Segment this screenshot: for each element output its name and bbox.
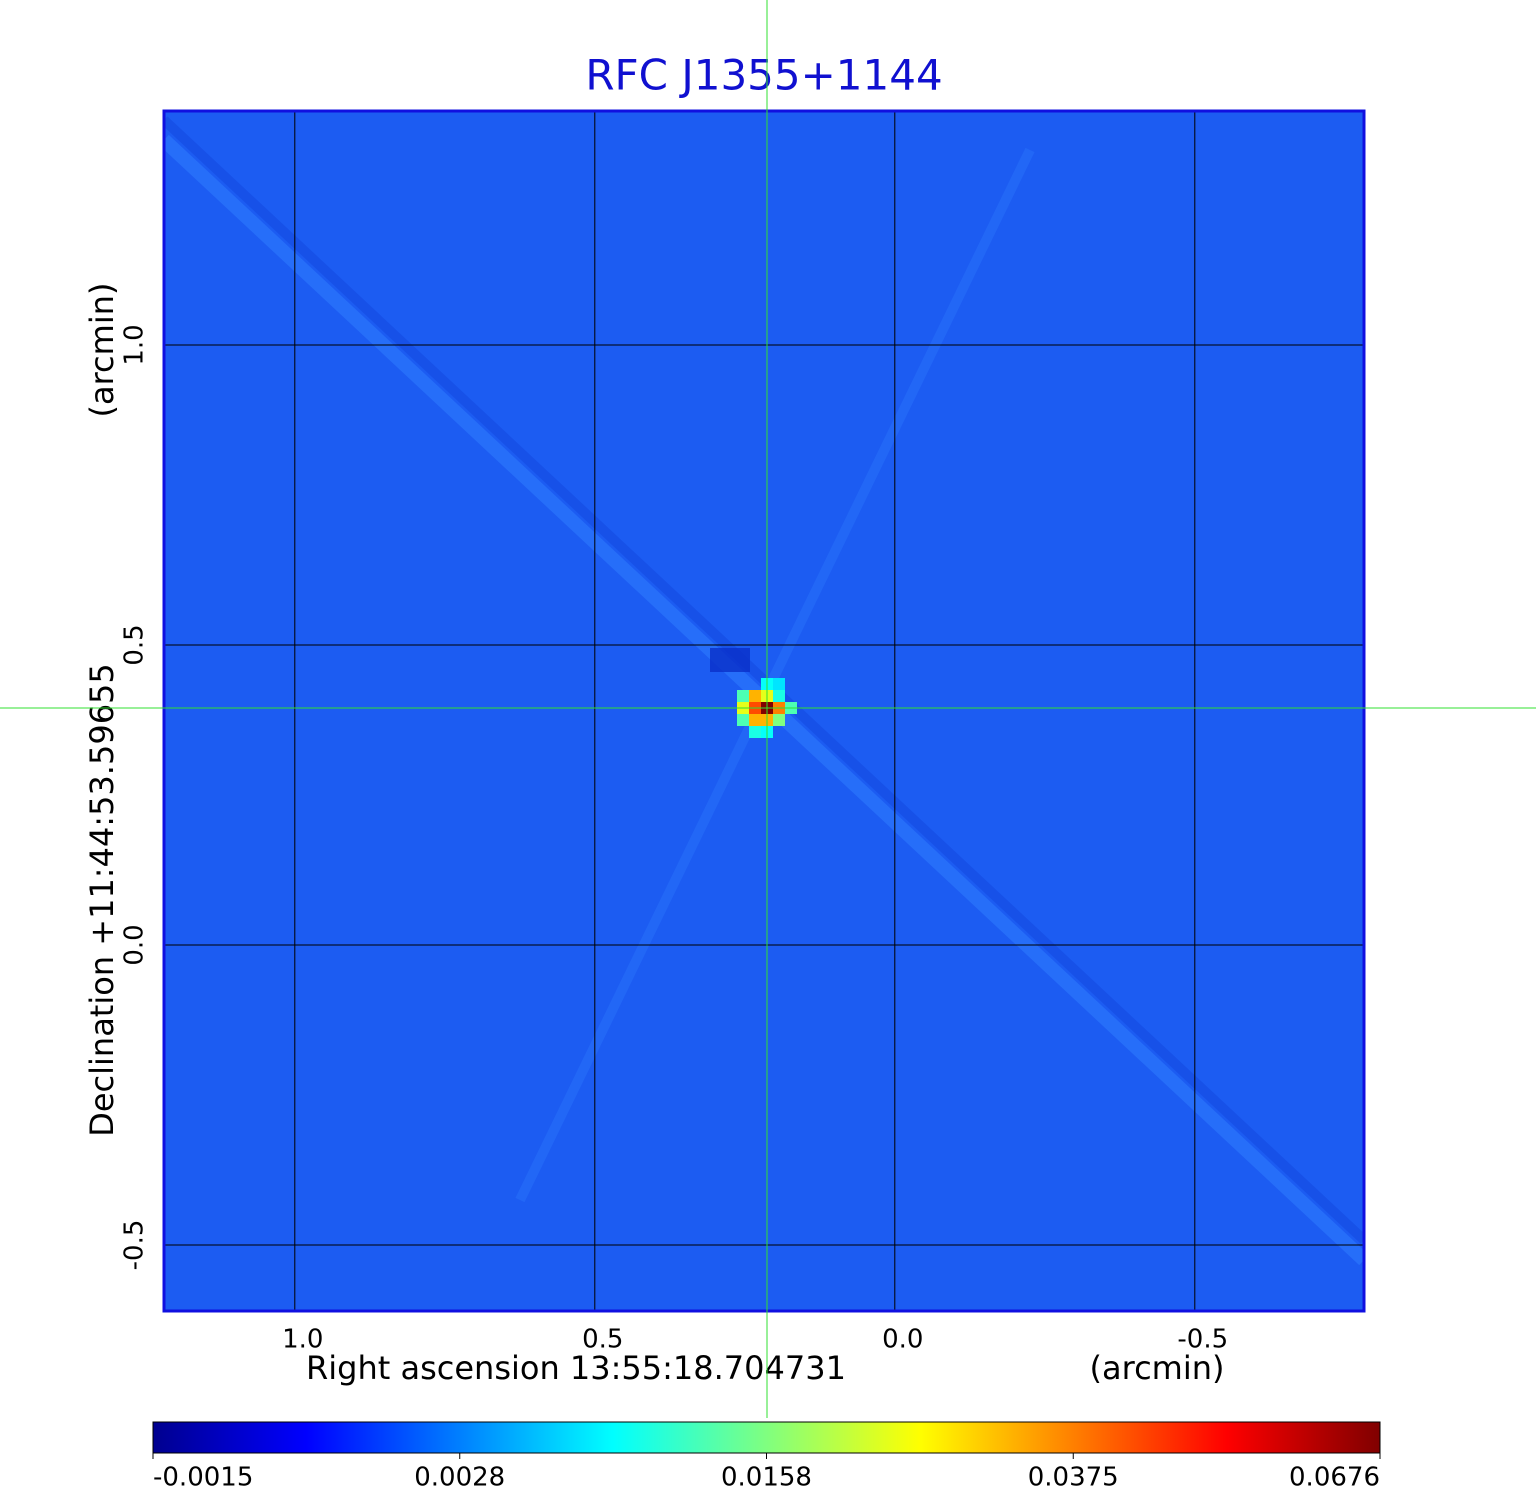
colorbar	[152, 1421, 1381, 1454]
y-axis-label: Declination +11:44:53.59655	[83, 663, 121, 1137]
colorbar-tick-label: 0.0375	[1028, 1463, 1119, 1493]
source-pixel	[749, 726, 761, 738]
source-pixel	[737, 690, 749, 702]
colorbar-tick-label: 0.0676	[1289, 1463, 1380, 1493]
source-pixel	[773, 714, 785, 726]
y-tick-label: 0.5	[120, 624, 150, 665]
y-axis-unit: (arcmin)	[83, 283, 121, 418]
y-tick-label: 0.0	[120, 924, 150, 965]
x-tick-label: 0.0	[882, 1325, 923, 1355]
artifact	[710, 648, 750, 672]
source-pixel	[773, 678, 785, 690]
x-tick-label: 1.0	[282, 1325, 323, 1355]
source-pixel	[773, 690, 785, 702]
y-tick-label: 1.0	[120, 324, 150, 365]
chart-title: RFC J1355+1144	[585, 51, 942, 100]
source-pixel	[749, 690, 761, 702]
y-tick-label: -0.5	[120, 1220, 150, 1271]
x-axis-label: Right ascension 13:55:18.704731	[306, 1349, 846, 1387]
plot-frame	[162, 109, 1366, 1313]
x-tick-label: 0.5	[582, 1325, 623, 1355]
x-axis-unit: (arcmin)	[1090, 1349, 1225, 1387]
source-pixel	[737, 714, 749, 726]
colorbar-tick-label: 0.0158	[721, 1463, 812, 1493]
streak	[515, 147, 1035, 1203]
colorbar-tick-label: 0.0028	[414, 1463, 505, 1493]
source-pixel	[749, 714, 761, 726]
x-tick-label: -0.5	[1177, 1325, 1228, 1355]
colorbar-tick-label: -0.0015	[153, 1463, 253, 1493]
